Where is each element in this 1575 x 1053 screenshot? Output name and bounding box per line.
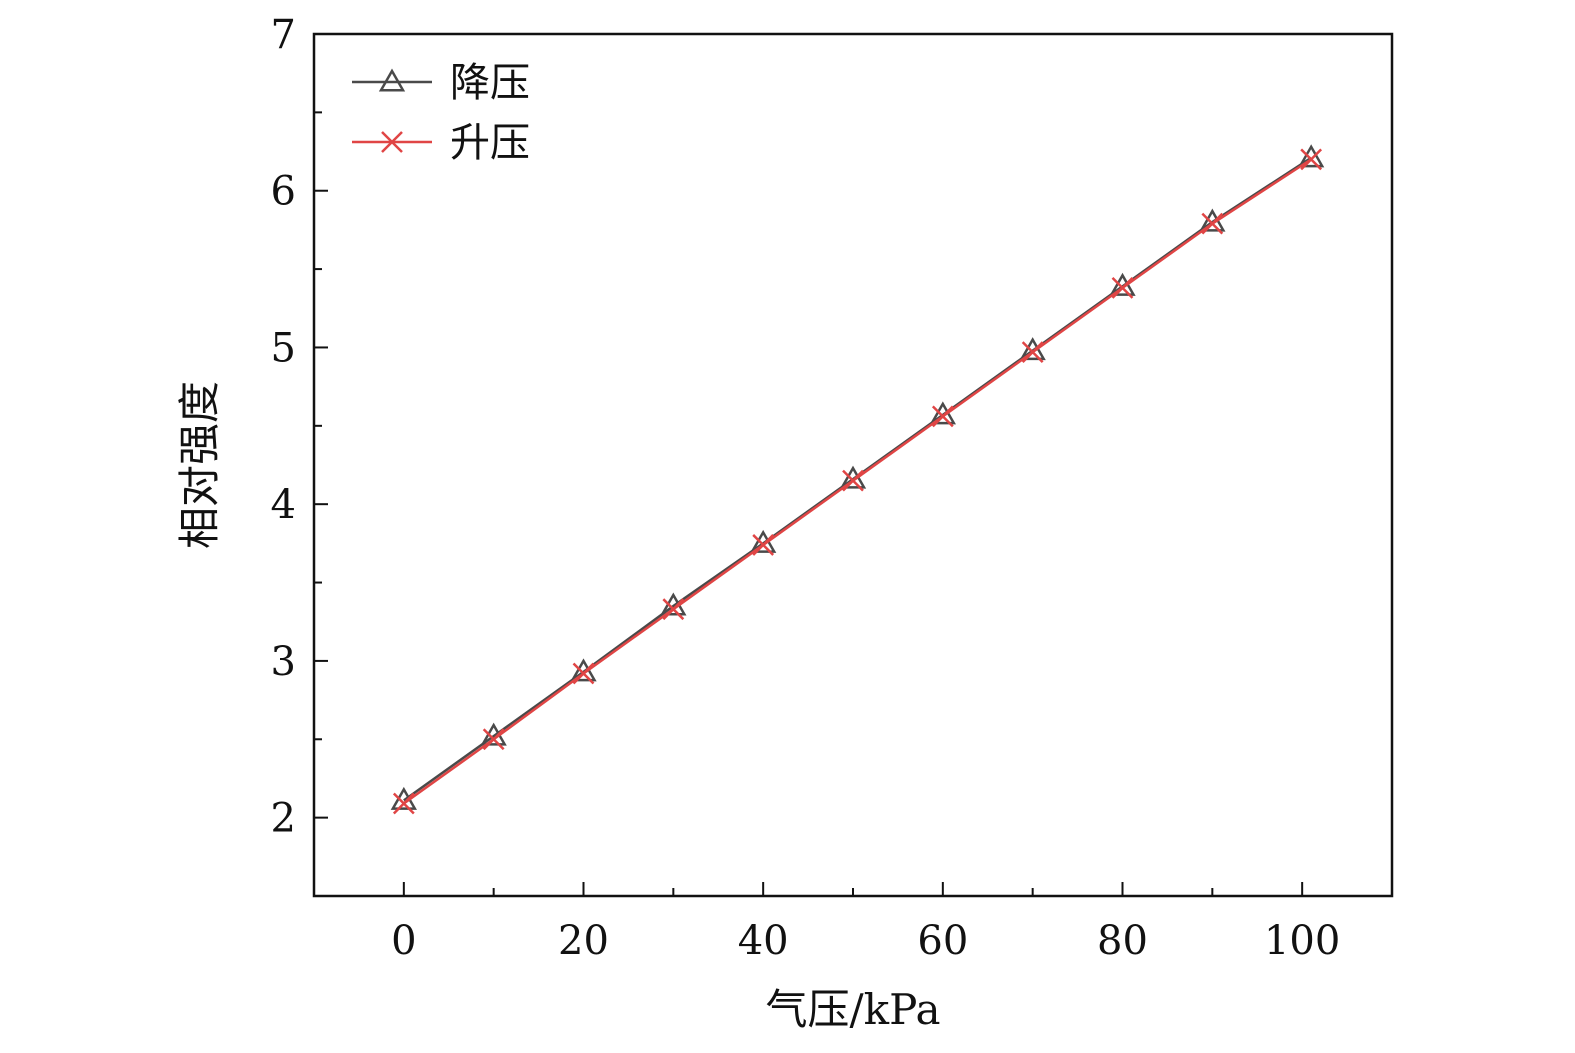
x-tick-label: 60 [917,918,968,964]
legend-label: 升压 [450,120,530,166]
legend-marker [381,131,403,153]
data-point [931,405,954,428]
data-point [1297,144,1325,168]
data-point [662,598,685,621]
data-point [752,534,775,556]
x-tick-label: 40 [738,918,789,964]
legend-entry: 升压 [352,120,530,166]
data-point [1111,277,1134,299]
data-point [572,662,595,685]
data-point [482,728,505,751]
series-2 [392,148,1323,815]
y-tick-label: 2 [271,796,296,842]
x-tick-label: 20 [558,918,609,964]
y-axis-ticks [314,33,328,819]
legend-marker [378,68,406,92]
data-point [1021,341,1044,364]
y-axis-title: 相对强度 [175,381,224,549]
x-axis-tick-labels: 0 20 40 60 80 100 [391,918,1340,964]
x-axis-ticks [402,882,1304,896]
data-point [1300,148,1323,171]
y-tick-label: 4 [271,482,296,528]
x-tick-label: 0 [391,918,416,964]
data-point [1201,212,1224,235]
y-axis-tick-labels: 2 3 4 5 6 7 [271,12,296,842]
data-point [392,792,415,815]
series-line [403,158,1312,805]
legend-label: 降压 [450,60,530,106]
y-tick-label: 5 [271,325,296,371]
x-tick-label: 100 [1264,918,1340,964]
y-tick-label: 6 [271,169,296,215]
x-tick-label: 80 [1097,918,1148,964]
y-tick-label: 7 [271,12,296,58]
y-tick-label: 3 [271,639,296,685]
data-point [842,469,864,492]
x-axis-title: 气压/kPa [765,985,940,1034]
legend-entry: 降压 [352,60,530,106]
series-layer [390,144,1325,815]
